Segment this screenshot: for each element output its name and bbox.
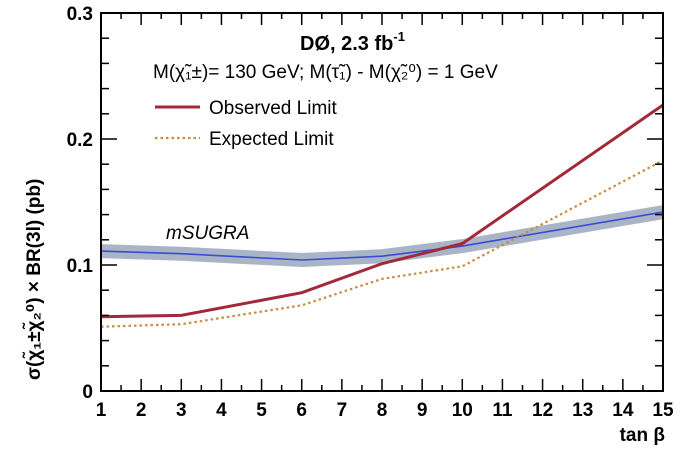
plot-title: DØ, 2.3 fb-1 xyxy=(300,29,405,55)
x-tick-label: 1 xyxy=(96,400,107,421)
y-tick-label: 0.2 xyxy=(67,130,93,151)
legend-label-expected: Expected Limit xyxy=(209,129,334,150)
x-tick-label: 11 xyxy=(492,400,513,421)
y-axis-title: σ(χ̃₁±χ̃₂⁰) × BR(3l) (pb) xyxy=(22,179,45,380)
x-tick-label: 4 xyxy=(216,400,227,421)
expected-limit-line xyxy=(100,159,664,328)
plot-title-main: DØ, 2.3 fb xyxy=(300,33,393,55)
x-tick-label: 5 xyxy=(256,400,267,421)
x-tick-label: 13 xyxy=(572,400,593,421)
x-axis-ticks: 1 2 3 4 5 6 7 8 9 10 11 12 13 14 15 xyxy=(96,13,674,421)
y-tick-label: 0 xyxy=(82,382,93,403)
mass-condition-label: M(χ̃₁±)= 130 GeV; M(τ̃₁) - M(χ̃₂⁰) = 1 G… xyxy=(153,62,498,83)
x-tick-label: 8 xyxy=(377,400,388,421)
msugra-label: mSUGRA xyxy=(166,223,249,244)
y-tick-label: 0.3 xyxy=(67,4,93,25)
plot-title-sup: -1 xyxy=(393,29,405,44)
legend-label-observed: Observed Limit xyxy=(209,98,337,119)
x-tick-label: 6 xyxy=(296,400,307,421)
x-tick-label: 10 xyxy=(452,400,473,421)
x-tick-label: 9 xyxy=(417,400,428,421)
x-axis-title: tan β xyxy=(620,425,665,446)
x-tick-label: 7 xyxy=(337,400,348,421)
x-tick-label: 15 xyxy=(652,400,674,421)
y-axis-ticks: 0 0.1 0.2 0.3 xyxy=(67,4,663,403)
legend: Observed Limit Expected Limit xyxy=(155,98,337,150)
x-tick-label: 2 xyxy=(136,400,147,421)
observed-limit-line xyxy=(100,103,664,319)
x-tick-label: 12 xyxy=(532,400,553,421)
x-tick-label: 3 xyxy=(176,400,187,421)
msugra-line xyxy=(100,211,664,261)
y-tick-label: 0.1 xyxy=(67,256,94,277)
x-tick-label: 14 xyxy=(612,400,634,421)
